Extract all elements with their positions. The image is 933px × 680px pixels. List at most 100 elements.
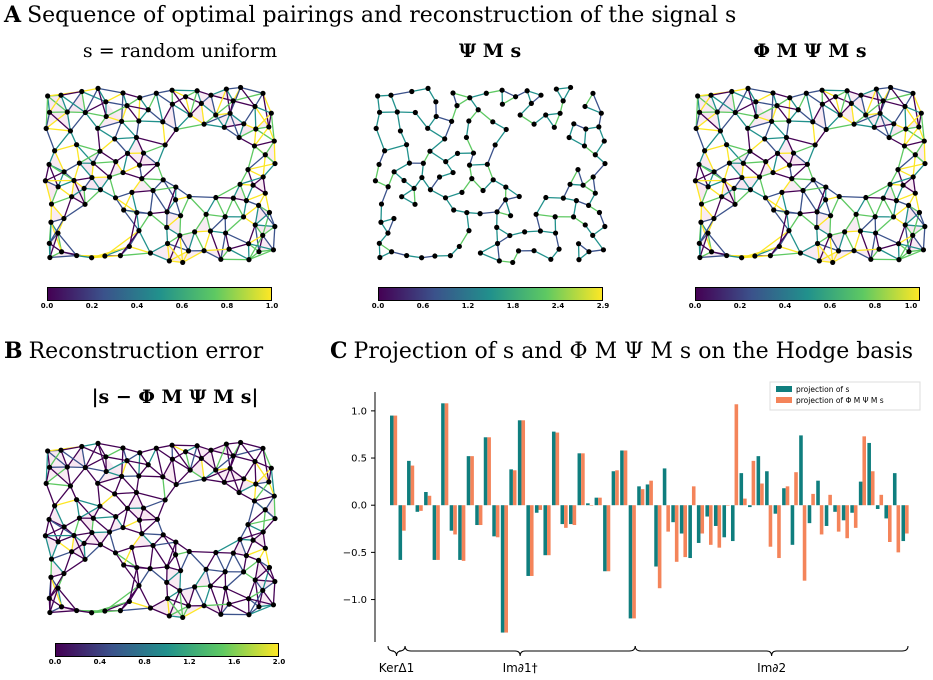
- graph-edge: [829, 215, 832, 236]
- graph-edge: [239, 184, 247, 201]
- graph-edge: [225, 216, 244, 234]
- graph-edge: [233, 455, 256, 463]
- graph-node: [771, 207, 777, 213]
- graph-node: [251, 143, 258, 149]
- graph-node: [166, 258, 172, 264]
- graph-edge: [114, 136, 137, 140]
- cbar4-tick: 1.6: [227, 658, 241, 666]
- graph-edge: [225, 232, 249, 245]
- graph-node: [466, 118, 472, 124]
- graph-node: [160, 532, 166, 538]
- graph-edge: [141, 518, 158, 535]
- graph-node: [762, 136, 768, 142]
- bar: [674, 505, 679, 562]
- graph-node: [732, 201, 738, 207]
- graph-edge: [229, 113, 240, 138]
- graph-edge: [592, 234, 604, 251]
- graph-node: [245, 521, 251, 528]
- panel-b-heading: Reconstruction error: [28, 339, 264, 364]
- graph-node: [548, 256, 554, 262]
- graph-node: [164, 209, 170, 215]
- graph-edge: [800, 252, 820, 262]
- graph-edge: [189, 195, 216, 199]
- graph-edge: [225, 88, 231, 114]
- net3-edges: [694, 86, 926, 264]
- graph-node: [46, 109, 53, 115]
- graph-edge: [898, 249, 924, 261]
- graph-edge: [865, 88, 877, 116]
- graph-node: [770, 169, 776, 176]
- graph-edge: [106, 115, 122, 122]
- graph-edge: [122, 171, 143, 180]
- graph-edge: [873, 126, 890, 139]
- graph-node: [230, 550, 236, 556]
- graph-edge: [45, 467, 51, 484]
- graph-edge: [756, 115, 772, 122]
- graph-node: [255, 202, 262, 209]
- graph-edge: [895, 184, 904, 201]
- graph-node: [243, 198, 249, 204]
- graph-edge: [694, 164, 700, 181]
- graph-node: [912, 152, 918, 158]
- graph-edge: [76, 144, 94, 164]
- graph-edge: [209, 571, 226, 587]
- graph-node: [590, 174, 596, 180]
- graph-edge: [171, 104, 177, 130]
- graph-edge: [105, 460, 128, 473]
- graph-edge: [816, 215, 832, 228]
- graph-node: [203, 211, 209, 217]
- graph-node: [692, 178, 699, 184]
- graph-edge: [60, 90, 82, 96]
- graph-edge: [57, 526, 65, 543]
- graph-edge: [138, 97, 141, 122]
- graph-edge: [180, 551, 190, 571]
- bar: [696, 505, 701, 543]
- graph-node: [240, 214, 247, 220]
- graph-edge: [725, 144, 731, 164]
- graph-node: [531, 248, 537, 254]
- graph-edge: [92, 162, 110, 178]
- graph-edge: [770, 252, 801, 257]
- graph-edge: [136, 136, 166, 146]
- graph-edge: [452, 92, 470, 99]
- bar: [739, 473, 744, 506]
- graph-edge: [461, 178, 473, 193]
- graph-edge: [128, 212, 138, 247]
- graph-edge: [254, 495, 275, 502]
- graph-node: [150, 187, 156, 194]
- graph-edge: [773, 209, 790, 231]
- graph-node: [575, 166, 581, 173]
- graph-node: [459, 189, 465, 195]
- graph-edge: [189, 550, 216, 554]
- face-fill: [781, 178, 804, 193]
- graph-node: [714, 109, 720, 115]
- graph-edge: [203, 123, 225, 128]
- graph-edge: [99, 493, 116, 507]
- bar: [620, 450, 624, 506]
- graph-node: [180, 259, 186, 266]
- face-fill: [179, 586, 195, 606]
- graph-node: [880, 195, 886, 201]
- graph-node: [454, 103, 460, 109]
- graph-edge: [912, 212, 921, 236]
- graph-edge: [223, 481, 240, 494]
- graph-node: [877, 110, 883, 116]
- graph-node: [800, 187, 806, 194]
- graph-node: [213, 112, 219, 118]
- graph-edge: [912, 93, 922, 114]
- graph-edge: [152, 186, 176, 192]
- graph-node: [494, 209, 500, 215]
- graph-edge: [583, 128, 587, 146]
- graph-edge: [778, 212, 788, 247]
- graph-edge: [45, 483, 56, 506]
- graph-node: [192, 584, 198, 590]
- panel-a-heading: Sequence of optimal pairings and reconst…: [27, 3, 737, 28]
- group-brace: [404, 645, 636, 657]
- graph-edge: [66, 111, 72, 132]
- graph-node: [55, 184, 61, 190]
- graph-edge: [123, 209, 140, 231]
- graph-edge: [245, 539, 254, 556]
- graph-edge: [875, 88, 881, 114]
- graph-node: [166, 613, 172, 619]
- graph-node: [117, 608, 124, 614]
